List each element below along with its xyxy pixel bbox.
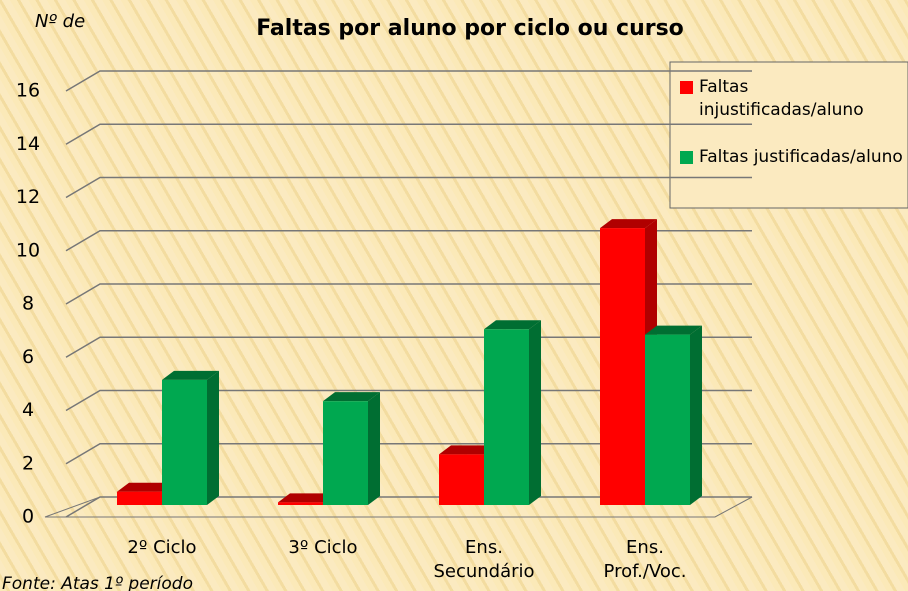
bar-top [323,392,380,402]
bar-side [529,320,541,505]
bar-front [323,401,368,505]
bar-top [439,445,496,455]
bar-side [368,392,380,505]
grid-line [65,230,752,252]
bar [645,325,702,505]
bar-top [645,325,702,335]
x-tick-label: 3º Ciclo [288,537,358,558]
legend-swatch [680,81,693,94]
y-tick-label: 2 [22,452,34,474]
y-tick-label: 4 [22,399,34,421]
grid-line [65,283,752,305]
bar-side [207,370,219,505]
bar-top [484,320,541,330]
bar-front [117,491,162,505]
legend-box [669,61,908,209]
source-note: Fonte: Atas 1º período [2,574,193,591]
bar-top [278,493,335,503]
x-tick-label: Ens. Secundário [433,537,535,582]
legend-swatch [680,151,693,164]
legend-label: Faltas injustificadas/aluno [699,77,864,120]
y-tick-label: 0 [22,506,34,528]
x-tick-label: Ens. Prof./Voc. [603,537,687,582]
bar-front [484,329,529,505]
bar [117,482,174,505]
bar [162,370,219,505]
bar-top [117,482,174,492]
grid-line [65,176,752,199]
y-tick-label: 10 [16,239,40,261]
y-tick-label: 8 [22,293,34,315]
legend-label: Faltas justificadas/aluno [699,147,903,167]
bar-side [690,325,702,505]
bar-top [600,219,657,229]
y-tick-label: 12 [16,186,40,208]
grid-line [65,70,752,92]
bar [484,320,541,505]
chart-title: Faltas por aluno por ciclo ou curso [256,16,684,41]
y-tick-label: 6 [22,346,34,368]
y-tick-label: 16 [16,80,40,102]
x-tick-label: 2º Ciclo [127,537,197,558]
grid-line [65,123,752,145]
bar-front [162,379,207,505]
bar-front [600,228,645,505]
y-axis-label: Nº de [35,11,85,32]
bar-front [645,334,690,505]
bar-front [278,502,323,505]
bar-front [439,454,484,505]
bar-top [162,370,219,380]
bar [323,392,380,505]
y-tick-label: 14 [16,133,40,155]
